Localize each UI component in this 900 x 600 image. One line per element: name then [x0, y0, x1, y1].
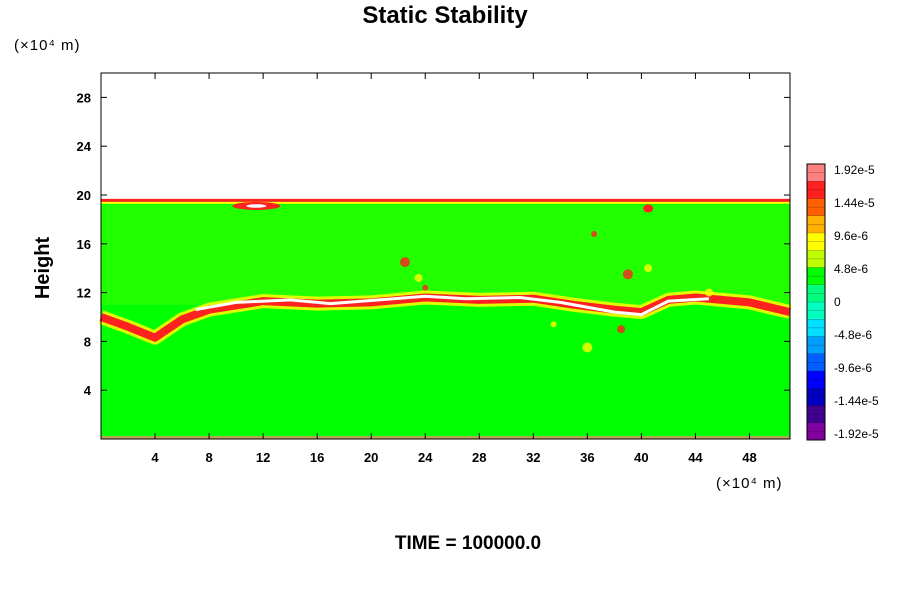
- field-feature: [582, 342, 593, 353]
- colorbar: 1.92e-5 1.44e-5 9.6e-6 4.8e-6 0 -4.8e-6 -9.6e-…: [806, 163, 879, 441]
- y-tick-label: 12: [77, 286, 91, 301]
- field-feature: [422, 284, 429, 291]
- colorbar-segment: [807, 336, 825, 355]
- colorbar-segment: [807, 371, 825, 389]
- colorbar-segment: [807, 302, 825, 320]
- field-bottom-boundary: [101, 436, 790, 439]
- colorbar-label: 4.8e-6: [834, 262, 868, 276]
- y-axis-label: Height: [32, 237, 54, 300]
- field-feature: [414, 273, 423, 282]
- field-feature: [591, 231, 598, 238]
- colorbar-label: -4.8e-6: [834, 328, 872, 342]
- colorbar-segment: [807, 353, 825, 372]
- colorbar-segment: [807, 284, 825, 303]
- colorbar-segment: [807, 233, 825, 251]
- colorbar-label: -9.6e-6: [834, 361, 872, 375]
- x-tick-label: 32: [526, 450, 540, 465]
- colorbar-segment: [807, 405, 825, 424]
- field-feature: [622, 269, 633, 280]
- y-tick-label: 24: [77, 139, 92, 154]
- x-tick-label: 24: [418, 450, 433, 465]
- colorbar-segment: [807, 164, 825, 182]
- colorbar-label: 1.44e-5: [834, 196, 875, 210]
- y-tick-label: 20: [77, 188, 91, 203]
- colorbar-frame: [806, 163, 826, 441]
- field-feature: [617, 325, 626, 334]
- y-tick-label: 4: [84, 383, 92, 398]
- field-base: [101, 199, 790, 439]
- field-stable-layer-core: [195, 294, 709, 317]
- colorbar-label: -1.44e-5: [834, 394, 879, 408]
- field-feature: [550, 321, 557, 328]
- field-top-boundary-yellow: [101, 201, 790, 204]
- x-tick-label: 4: [151, 450, 159, 465]
- y-unit-label: (×10⁴ m): [14, 37, 81, 54]
- time-annotation: TIME = 100000.0: [395, 533, 541, 554]
- plot-frame: [100, 72, 791, 440]
- x-tick-label: 8: [205, 450, 212, 465]
- x-tick-label: 44: [688, 450, 703, 465]
- colorbar-label: 1.92e-5: [834, 163, 875, 177]
- colorbar-label: -1.92e-5: [834, 427, 879, 441]
- colorbar-segment: [807, 198, 825, 217]
- field-top-boundary: [101, 198, 790, 202]
- field-top-patch-right: [643, 204, 654, 213]
- colorbar-segment: [807, 181, 825, 199]
- colorbar-segment: [807, 422, 825, 441]
- chart-title: Static Stability: [362, 2, 528, 29]
- x-tick-label: 12: [256, 450, 270, 465]
- colorbar-segment: [807, 215, 825, 234]
- colorbar-label: 9.6e-6: [834, 229, 868, 243]
- x-tick-label: 48: [742, 450, 756, 465]
- field-feature: [644, 264, 653, 273]
- y-tick-label: 16: [77, 237, 91, 252]
- x-tick-label: 16: [310, 450, 324, 465]
- colorbar-segment: [807, 250, 825, 268]
- field-top-patch-core: [246, 204, 267, 208]
- field-feature: [704, 288, 713, 297]
- field-upper-layer: [101, 204, 790, 305]
- colorbar-segment: [807, 267, 825, 286]
- x-tick-label: 36: [580, 450, 594, 465]
- field-feature: [399, 257, 410, 268]
- colorbar-segment: [807, 319, 825, 337]
- heatmap-field: [98, 198, 792, 439]
- y-tick-label: 8: [84, 334, 91, 349]
- y-axis-ticks: 4 8 12 16 20 24 28: [77, 90, 790, 398]
- colorbar-segment: [807, 388, 825, 406]
- x-tick-label: 20: [364, 450, 378, 465]
- x-unit-label: (×10⁴ m): [716, 475, 783, 492]
- x-tick-label: 28: [472, 450, 486, 465]
- y-tick-label: 28: [77, 90, 91, 105]
- x-axis-ticks: 4 8 12 16 20 24 28 32 36 40 44 48: [151, 73, 757, 465]
- colorbar-label: 0: [834, 295, 841, 309]
- x-tick-label: 40: [634, 450, 648, 465]
